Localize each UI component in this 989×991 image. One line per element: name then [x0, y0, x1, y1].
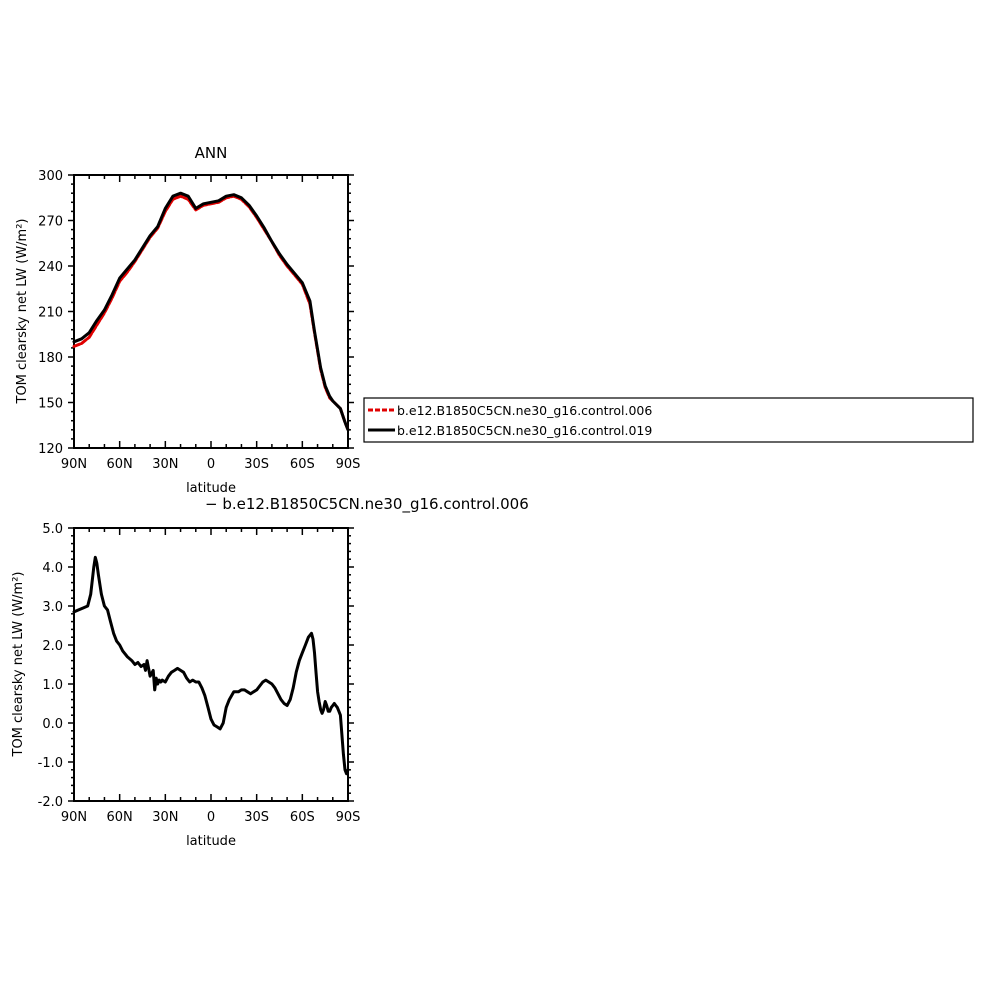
x-tick-label: 90S [336, 457, 361, 472]
x-tick-label: 90S [336, 810, 361, 825]
legend-label-006: b.e12.B1850C5CN.ne30_g16.control.006 [397, 403, 652, 418]
y-tick-label: 150 [38, 397, 63, 412]
x-tick-label: 90N [61, 810, 87, 825]
y-tick-label: 210 [38, 306, 63, 321]
top-panel-title: ANN [195, 144, 228, 162]
legend: b.e12.B1850C5CN.ne30_g16.control.006 b.e… [363, 397, 974, 443]
x-tick-label: 0 [207, 457, 215, 472]
x-tick-label: 30N [152, 810, 178, 825]
y-tick-label: -2.0 [38, 795, 63, 810]
bottom-x-ticks: 90N 60N 30N 0 30S 60S 90S [61, 528, 361, 825]
series-line-0 [72, 194, 350, 432]
legend-box [363, 397, 974, 443]
top-x-axis-label: latitude [186, 481, 236, 496]
series-line-1 [72, 191, 350, 432]
top-y-ticks: 120 150 180 210 240 270 300 [38, 169, 354, 457]
bottom-y-axis-label: TOM clearsky net LW (W/m²) [11, 571, 26, 757]
bottom-x-axis-label: latitude [186, 834, 236, 849]
x-tick-label: 30S [244, 810, 269, 825]
x-tick-label: 60S [290, 810, 315, 825]
y-tick-label: 120 [38, 442, 63, 457]
top-x-ticks: 90N 60N 30N 0 30S 60S 90S [61, 175, 361, 472]
y-tick-label: 4.0 [42, 561, 63, 576]
top-series-lines [72, 191, 350, 432]
x-tick-label: 60N [107, 810, 133, 825]
x-tick-label: 60S [290, 457, 315, 472]
x-tick-label: 60N [107, 457, 133, 472]
y-tick-label: 240 [38, 260, 63, 275]
y-tick-label: 2.0 [42, 639, 63, 654]
y-tick-label: 300 [38, 169, 63, 184]
y-tick-label: 0.0 [42, 717, 63, 732]
bottom-panel-subtitle: − b.e12.B1850C5CN.ne30_g16.control.006 [205, 495, 529, 514]
y-tick-label: -1.0 [38, 756, 63, 771]
series-line-0 [72, 555, 350, 776]
y-tick-label: 1.0 [42, 678, 63, 693]
x-tick-label: 30S [244, 457, 269, 472]
legend-label-019: b.e12.B1850C5CN.ne30_g16.control.019 [397, 423, 652, 438]
bottom-plot-frame [73, 527, 349, 802]
x-tick-label: 90N [61, 457, 87, 472]
bottom-series-lines [72, 555, 350, 776]
top-plot-frame [73, 174, 349, 449]
y-tick-label: 5.0 [42, 522, 63, 537]
bottom-y-ticks: -2.0 -1.0 0.0 1.0 2.0 3.0 4.0 5.0 [38, 522, 354, 810]
top-y-axis-label: TOM clearsky net LW (W/m²) [15, 218, 30, 404]
x-tick-label: 30N [152, 457, 178, 472]
y-tick-label: 180 [38, 351, 63, 366]
y-tick-label: 3.0 [42, 600, 63, 615]
top-panel: ANN 90N 60N 30N 0 30S 60S 90S 120 150 180 210 240 2… [15, 144, 360, 496]
y-tick-label: 270 [38, 215, 63, 230]
x-tick-label: 0 [207, 810, 215, 825]
bottom-panel: − b.e12.B1850C5CN.ne30_g16.control.006 9… [11, 495, 529, 849]
